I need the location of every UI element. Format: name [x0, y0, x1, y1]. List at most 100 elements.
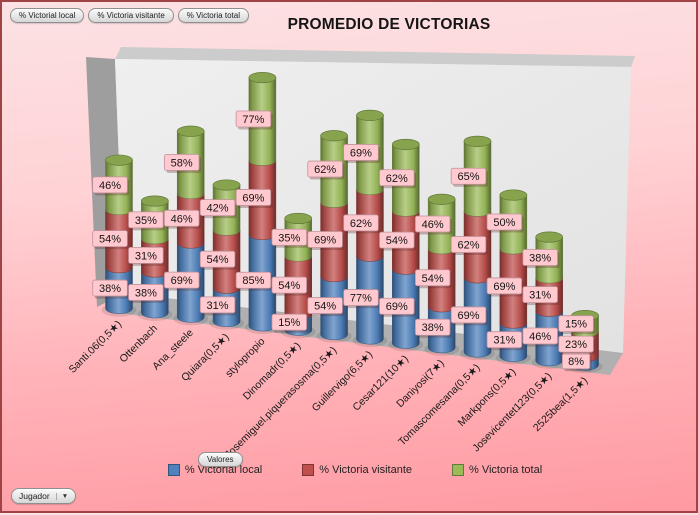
data-label: 69% [314, 234, 336, 246]
filter-button-victoria-local[interactable]: % Victorial local [10, 8, 85, 23]
data-label: 69% [457, 310, 479, 322]
data-label-box [307, 160, 343, 178]
data-label: 54% [422, 273, 444, 285]
data-label: 65% [457, 171, 479, 183]
legend-label: % Victoria visitante [319, 464, 412, 476]
data-label-box [414, 215, 451, 233]
data-label: 54% [207, 254, 229, 266]
chart-title: PROMEDIO DE VICTORIAS [287, 16, 491, 33]
cylinder-top [248, 72, 277, 84]
data-label-box [450, 306, 487, 324]
data-label: 54% [278, 280, 300, 292]
category-label: Santi.06(0,5★) [66, 318, 124, 376]
filter-button-victoria-total[interactable]: % Victoria total [177, 8, 249, 23]
data-label: 77% [350, 293, 372, 305]
category-label: Tomascomesana(0,5★) [396, 362, 483, 449]
data-label-box [343, 214, 379, 232]
data-label-box [307, 231, 343, 248]
axis-field-label: Jugador [19, 491, 50, 501]
data-label-box [379, 169, 415, 187]
data-label: 69% [386, 301, 408, 313]
data-label: 69% [493, 281, 515, 293]
data-label: 62% [350, 218, 372, 230]
data-label: 38% [99, 283, 121, 295]
data-label: 23% [565, 339, 587, 351]
data-label-box [271, 228, 307, 246]
data-label-box [450, 236, 487, 253]
data-label: 69% [171, 275, 193, 287]
data-label: 85% [242, 275, 264, 287]
axis-field-button[interactable]: Jugador ▼ [11, 488, 77, 504]
data-label-box [379, 297, 415, 315]
data-label: 50% [493, 217, 515, 229]
values-field-button[interactable]: Valores [198, 452, 243, 467]
data-label: 35% [135, 215, 157, 227]
data-label-box [558, 315, 594, 333]
data-label: 77% [242, 114, 264, 126]
data-label-box [561, 352, 591, 370]
cylinder-top [499, 189, 528, 201]
data-label: 69% [242, 192, 264, 204]
data-label: 15% [565, 319, 587, 331]
data-label: 31% [207, 300, 229, 312]
data-label: 35% [278, 232, 300, 244]
data-label: 38% [422, 322, 444, 334]
data-label-box [307, 297, 343, 314]
data-label-box [163, 209, 200, 227]
data-label-box [199, 296, 236, 314]
legend-swatch-red [302, 464, 315, 476]
data-label: 62% [457, 240, 479, 252]
cylinder-top [463, 135, 492, 147]
data-label: 62% [386, 173, 408, 185]
legend-item-total: % Victoria total [452, 464, 542, 476]
legend-item-visitante: % Victoria visitante [302, 464, 412, 476]
data-label: 8% [568, 356, 584, 368]
data-label: 54% [99, 234, 121, 246]
chevron-down-icon: ▼ [55, 492, 68, 500]
data-label: 58% [171, 157, 193, 169]
legend-label: % Victoria total [469, 464, 543, 476]
data-label-box [235, 189, 272, 206]
data-label-box [486, 277, 523, 295]
cylinder-top [427, 193, 456, 205]
data-label: 46% [99, 180, 121, 192]
data-label-box [163, 271, 200, 289]
data-labels-layer: 38% 54% 46% 38% 31% 35% 69% 46% 58% 31% 54% 42% 85% 6… [92, 110, 596, 372]
category-label: Josevicentet123(0,5★) [470, 370, 554, 454]
data-label: 69% [350, 147, 372, 159]
data-label: 15% [278, 317, 300, 329]
data-label: 46% [171, 213, 193, 225]
filter-button-victoria-visitante[interactable]: % Victoria visitante [88, 8, 174, 23]
data-label: 62% [314, 164, 336, 176]
data-label-box [235, 271, 272, 289]
data-label: 46% [529, 331, 551, 343]
data-label-box [163, 153, 200, 171]
data-label: 46% [422, 219, 444, 231]
legend-swatch-blue [167, 464, 180, 476]
cylinder-top [176, 125, 205, 137]
cylinder-top [320, 130, 348, 142]
legend-item-local: % Victorial local [167, 464, 262, 476]
cylinder-top [105, 154, 133, 166]
data-label: 54% [314, 301, 336, 313]
data-label-box [92, 176, 128, 194]
cylinder-top [535, 231, 564, 243]
data-label-box [414, 318, 451, 336]
data-label-box [128, 284, 164, 301]
data-label-box [128, 211, 164, 229]
data-label-box [343, 289, 379, 306]
data-label-box [271, 313, 307, 331]
category-label: Ottenbach [117, 322, 160, 365]
cylinder-top [356, 109, 384, 121]
data-label-box [450, 167, 487, 185]
data-label-box [522, 327, 558, 345]
data-label-box [379, 231, 415, 249]
data-label-box [486, 331, 523, 349]
cylinder-top [391, 138, 420, 150]
data-label-box [522, 286, 558, 303]
data-label-box [486, 213, 523, 231]
data-label-box [92, 230, 128, 248]
data-label: 31% [493, 335, 515, 347]
